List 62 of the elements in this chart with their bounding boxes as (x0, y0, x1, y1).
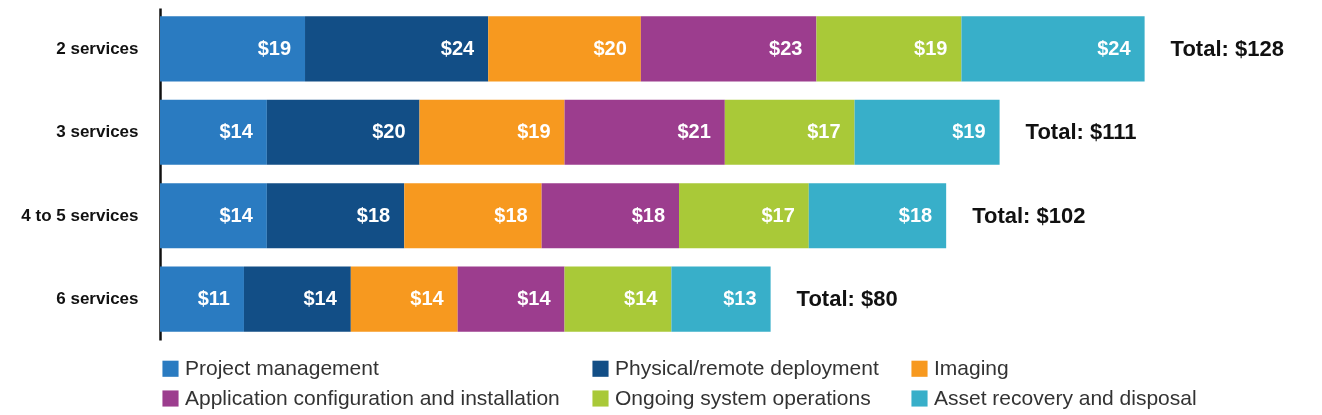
legend-label: Asset recovery and disposal (934, 385, 1197, 409)
data-label: $11 (197, 287, 230, 310)
bar (488, 16, 641, 82)
data-label: $19 (257, 36, 292, 59)
data-label: $23 (769, 36, 803, 59)
data-label: $18 (356, 203, 391, 226)
data-label: $14 (303, 287, 338, 310)
bar (305, 16, 489, 82)
legend-label: Ongoing system operations (615, 385, 871, 409)
y-tick-label: 2 services (56, 38, 139, 58)
data-label: $14 (410, 287, 445, 310)
bar (671, 266, 771, 332)
bar (640, 16, 817, 82)
total-label: Total: $80 (796, 286, 898, 312)
bar (404, 183, 542, 249)
bar (160, 183, 267, 249)
bar (457, 266, 565, 332)
data-label: $17 (761, 203, 795, 226)
bar (854, 99, 1000, 165)
bar (816, 16, 962, 82)
data-label: $18 (898, 203, 933, 226)
data-label: $24 (1097, 36, 1132, 59)
total-label: Total: $111 (1025, 119, 1137, 145)
y-tick-label: 4 to 5 services (21, 205, 139, 225)
data-label: $14 (219, 120, 254, 143)
data-label: $14 (219, 203, 254, 226)
data-label: $20 (372, 120, 406, 143)
bar (679, 183, 809, 249)
data-label: $19 (914, 36, 948, 59)
bar (961, 16, 1145, 82)
y-tick-label: 3 services (56, 122, 139, 142)
legend-label: Imaging (934, 355, 1009, 379)
total-label: Total: $128 (1170, 35, 1284, 61)
bar (266, 99, 420, 165)
legend-label: Physical/remote deployment (615, 355, 879, 379)
bar (541, 183, 680, 249)
data-label: $17 (807, 120, 841, 143)
data-label: $18 (631, 203, 666, 226)
data-label: $24 (440, 36, 476, 59)
legend-label: Project management (185, 355, 379, 379)
data-label: $13 (723, 287, 757, 310)
bar (160, 16, 306, 82)
data-label: $20 (593, 36, 627, 59)
data-label: $21 (677, 120, 711, 143)
bar (160, 266, 244, 332)
data-label: $18 (494, 203, 528, 226)
bar (266, 183, 405, 249)
bar (350, 266, 458, 332)
bar (243, 266, 351, 332)
bar (724, 99, 855, 165)
y-tick-label: 6 services (56, 289, 139, 309)
legend-label: Application configuration and installation (185, 385, 560, 409)
bar (419, 99, 565, 165)
bar (808, 183, 947, 249)
data-label: $19 (952, 120, 986, 143)
data-label: $19 (517, 120, 551, 143)
data-label: $14 (517, 287, 552, 310)
bar (564, 99, 725, 165)
bar (160, 99, 267, 165)
bar (564, 266, 672, 332)
total-label: Total: $102 (972, 202, 1086, 228)
data-label: $14 (624, 287, 659, 310)
